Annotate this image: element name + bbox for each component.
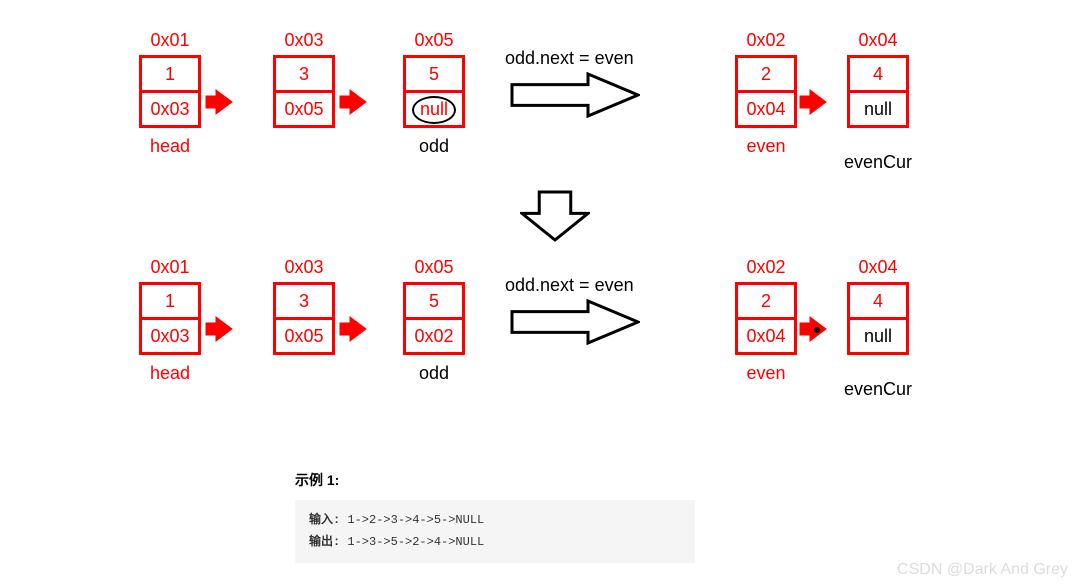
node-box: 5 0x02 — [403, 282, 465, 355]
node-next: 0x03 — [142, 317, 198, 352]
node-address: 0x05 — [394, 257, 474, 278]
node-box: 3 0x05 — [273, 282, 335, 355]
node-box: 5 null — [403, 55, 465, 128]
node-value: 2 — [738, 58, 794, 90]
example-input: 输入: 1->2->3->4->5->NULL — [309, 510, 681, 532]
node-next: 0x02 — [406, 317, 462, 352]
node-box: 2 0x04 — [735, 55, 797, 128]
node-value: 5 — [406, 285, 462, 317]
linked-list-node: 0x02 2 0x04 even — [726, 257, 806, 384]
linked-list-node: 0x01 1 0x03 head — [130, 257, 210, 384]
example-code: 输入: 1->2->3->4->5->NULL 输出: 1->3->5->2->… — [295, 500, 695, 563]
node-box: 3 0x05 — [273, 55, 335, 128]
node-box: 1 0x03 — [139, 282, 201, 355]
node-next: 0x04 — [738, 90, 794, 125]
node-next: 0x04 — [738, 317, 794, 352]
linked-list-node: 0x04 4 null evenCur — [838, 30, 918, 173]
node-box: 4 null — [847, 55, 909, 128]
node-pointer-label: evenCur — [838, 379, 918, 400]
node-value: 5 — [406, 58, 462, 90]
node-next: null — [406, 90, 462, 125]
linked-list-node: 0x04 4 null evenCur — [838, 257, 918, 400]
linked-list-node: 0x03 3 0x05 — [264, 30, 344, 136]
node-value: 4 — [850, 285, 906, 317]
pointer-dot-icon — [812, 325, 822, 335]
node-value: 3 — [276, 58, 332, 90]
node-address: 0x02 — [726, 257, 806, 278]
code-expression: odd.next = even — [505, 48, 634, 69]
node-address: 0x04 — [838, 257, 918, 278]
node-address: 0x03 — [264, 30, 344, 51]
node-value: 1 — [142, 58, 198, 90]
node-pointer-label: even — [726, 363, 806, 384]
node-address: 0x01 — [130, 30, 210, 51]
node-box: 4 null — [847, 282, 909, 355]
node-address: 0x02 — [726, 30, 806, 51]
node-pointer-label: head — [130, 136, 210, 157]
down-arrow-icon — [520, 190, 590, 242]
node-value: 3 — [276, 285, 332, 317]
big-arrow-icon — [510, 72, 640, 118]
linked-list-node: 0x01 1 0x03 head — [130, 30, 210, 157]
node-value: 4 — [850, 58, 906, 90]
example-title: 示例 1: — [295, 470, 695, 490]
big-arrow-icon — [510, 299, 640, 345]
node-address: 0x05 — [394, 30, 474, 51]
node-box: 1 0x03 — [139, 55, 201, 128]
node-pointer-label: odd — [394, 136, 474, 157]
node-box: 2 0x04 — [735, 282, 797, 355]
linked-list-node: 0x02 2 0x04 even — [726, 30, 806, 157]
node-value: 2 — [738, 285, 794, 317]
watermark: CSDN @Dark And Grey — [897, 561, 1068, 579]
node-next: null — [850, 317, 906, 352]
node-next: 0x03 — [142, 90, 198, 125]
node-address: 0x01 — [130, 257, 210, 278]
node-value: 1 — [142, 285, 198, 317]
node-next: 0x05 — [276, 317, 332, 352]
linked-list-node: 0x05 5 null odd — [394, 30, 474, 157]
linked-list-node: 0x05 5 0x02 odd — [394, 257, 474, 384]
linked-list-node: 0x03 3 0x05 — [264, 257, 344, 363]
node-address: 0x03 — [264, 257, 344, 278]
node-pointer-label: odd — [394, 363, 474, 384]
node-address: 0x04 — [838, 30, 918, 51]
node-next: 0x05 — [276, 90, 332, 125]
node-next: null — [850, 90, 906, 125]
node-pointer-label: even — [726, 136, 806, 157]
example-output: 输出: 1->3->5->2->4->NULL — [309, 532, 681, 554]
node-pointer-label: head — [130, 363, 210, 384]
node-pointer-label: evenCur — [838, 152, 918, 173]
example-block: 示例 1: 输入: 1->2->3->4->5->NULL 输出: 1->3->… — [295, 470, 695, 563]
code-expression: odd.next = even — [505, 275, 634, 296]
